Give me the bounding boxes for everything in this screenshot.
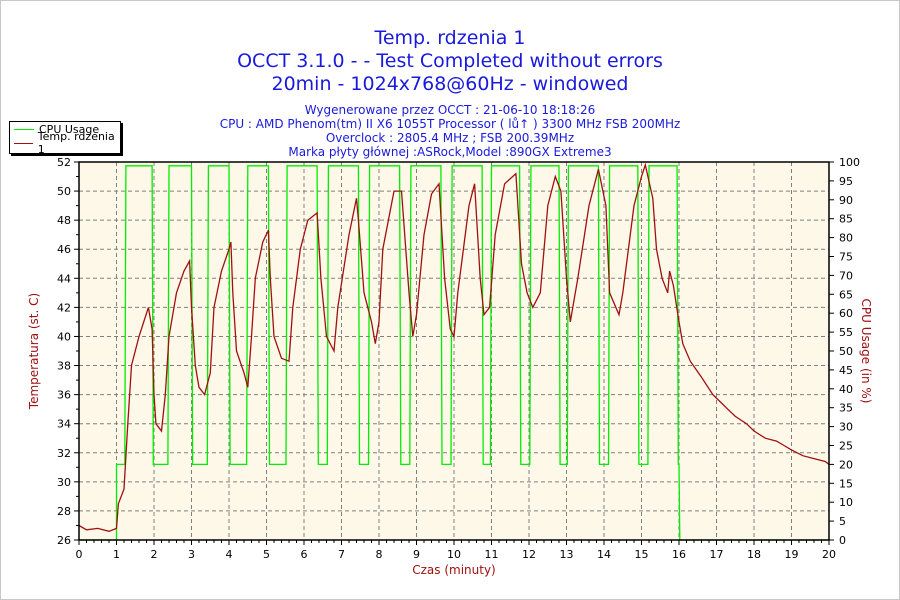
- plot-border: [78, 161, 830, 541]
- y2-tick-label: 30: [839, 421, 853, 434]
- y-tick-label: 34: [57, 418, 71, 431]
- y2-tick-label: 10: [839, 496, 853, 509]
- x-tick-label: 15: [635, 548, 649, 561]
- x-tick-label: 2: [151, 548, 158, 561]
- y2-tick-label: 80: [839, 232, 853, 245]
- y-tick-label: 26: [57, 534, 71, 547]
- x-tick-label: 5: [263, 548, 270, 561]
- y-tick-label: 42: [57, 301, 71, 314]
- legend-label-temp: Temp. rdzenia 1: [37, 130, 115, 156]
- x-tick-label: 12: [522, 548, 536, 561]
- legend: CPU Usage Temp. rdzenia 1: [9, 121, 121, 156]
- x-tick-label: 9: [413, 548, 420, 561]
- legend-label-cpu: CPU Usage: [39, 122, 100, 136]
- info-motherboard: Marka płyty głównej :ASRock,Model :890GX…: [288, 145, 612, 159]
- y-tick-label: 40: [57, 330, 71, 343]
- y2-tick-label: 60: [839, 307, 853, 320]
- y2-tick-label: 0: [839, 534, 846, 547]
- y2-tick-label: 45: [839, 364, 853, 377]
- y2-tick-label: 15: [839, 477, 853, 490]
- y2-tick-label: 85: [839, 213, 853, 226]
- chart-subtitle-mode: 20min - 1024x768@60Hz - windowed: [271, 73, 629, 95]
- x-tick-label: 18: [747, 548, 761, 561]
- y2-tick-label: 40: [839, 383, 853, 396]
- y2-tick-label: 75: [839, 251, 853, 264]
- y2-tick-label: 5: [839, 515, 846, 528]
- x-tick-label: 6: [301, 548, 308, 561]
- y-tick-label: 36: [57, 389, 71, 402]
- temperature-line: [78, 162, 830, 532]
- x-axis-label: Czas (minuty): [412, 563, 496, 577]
- y-tick-label: 48: [57, 214, 71, 227]
- y-tick-label: 28: [57, 505, 71, 518]
- y2-tick-label: 50: [839, 345, 853, 358]
- y-tick-label: 50: [57, 185, 71, 198]
- y2-tick-label: 100: [839, 156, 860, 169]
- x-tick-label: 0: [76, 548, 83, 561]
- x-tick-label: 3: [188, 548, 195, 561]
- legend-item-cpu: CPU Usage: [10, 122, 120, 136]
- x-tick-label: 4: [226, 548, 233, 561]
- y2-tick-label: 20: [839, 458, 853, 471]
- info-overclock: Overclock : 2805.4 MHz ; FSB 200.39MHz: [325, 131, 575, 145]
- x-tick-label: 1: [113, 548, 120, 561]
- x-tick-label: 17: [710, 548, 724, 561]
- y-tick-label: 30: [57, 476, 71, 489]
- y2-tick-label: 65: [839, 288, 853, 301]
- info-cpu: CPU : AMD Phenom(tm) II X6 1055T Process…: [219, 117, 681, 131]
- y2-tick-label: 35: [839, 402, 853, 415]
- y-tick-label: 46: [57, 243, 71, 256]
- y-tick-label: 52: [57, 156, 71, 169]
- y2-tick-label: 70: [839, 269, 853, 282]
- x-tick-label: 7: [338, 548, 345, 561]
- x-tick-label: 20: [822, 548, 836, 561]
- y-axis-label: Temperatura (st. C): [27, 293, 41, 410]
- cpu-usage-line: [79, 165, 829, 541]
- chart-subtitle-test: OCCT 3.1.0 - - Test Completed without er…: [237, 50, 663, 72]
- x-tick-label: 19: [785, 548, 799, 561]
- legend-swatch-temp: [14, 142, 33, 144]
- y2-tick-label: 90: [839, 194, 853, 207]
- y-tick-label: 38: [57, 360, 71, 373]
- x-tick-label: 10: [447, 548, 461, 561]
- x-tick-label: 13: [560, 548, 574, 561]
- x-tick-label: 14: [597, 548, 611, 561]
- legend-item-temp: Temp. rdzenia 1: [10, 130, 120, 156]
- y2-tick-label: 55: [839, 326, 853, 339]
- chart-title: Temp. rdzenia 1: [374, 27, 526, 49]
- y2-axis-label: CPU Usage (in %): [859, 299, 873, 404]
- legend-swatch-cpu: [14, 128, 34, 130]
- x-tick-label: 16: [672, 548, 686, 561]
- y2-tick-label: 95: [839, 175, 853, 188]
- y-tick-label: 32: [57, 447, 71, 460]
- x-tick-label: 8: [376, 548, 383, 561]
- x-tick-label: 11: [485, 548, 499, 561]
- y-tick-label: 44: [57, 272, 71, 285]
- y2-tick-label: 25: [839, 440, 853, 453]
- info-generated: Wygenerowane przez OCCT : 21-06-10 18:18…: [304, 103, 596, 117]
